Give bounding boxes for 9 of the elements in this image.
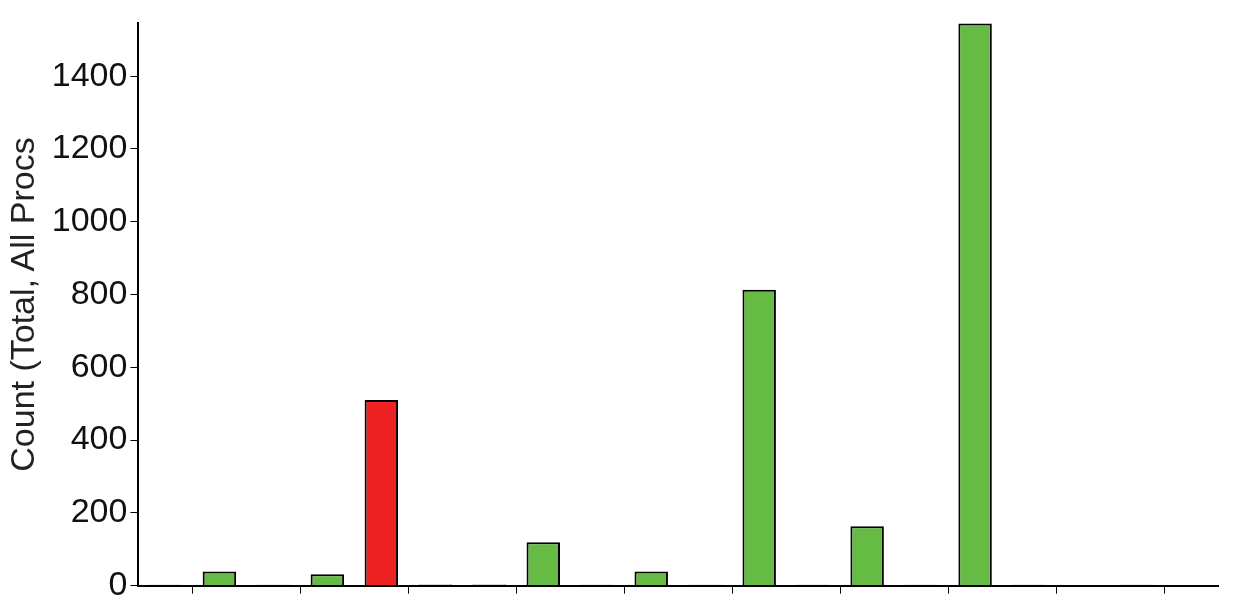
y-tick-label: 1200 bbox=[51, 127, 128, 166]
y-axis-title: Count (Total, All Procs bbox=[2, 137, 41, 472]
y-tick-label: 1400 bbox=[51, 54, 128, 93]
y-tick-label: 0 bbox=[108, 563, 128, 602]
y-tick-label: 600 bbox=[70, 345, 128, 384]
y-tick-label: 800 bbox=[70, 272, 128, 311]
y-tick-label: 200 bbox=[70, 491, 128, 530]
y-tick-label: 400 bbox=[70, 418, 128, 457]
y-tick-label: 1000 bbox=[51, 200, 128, 239]
